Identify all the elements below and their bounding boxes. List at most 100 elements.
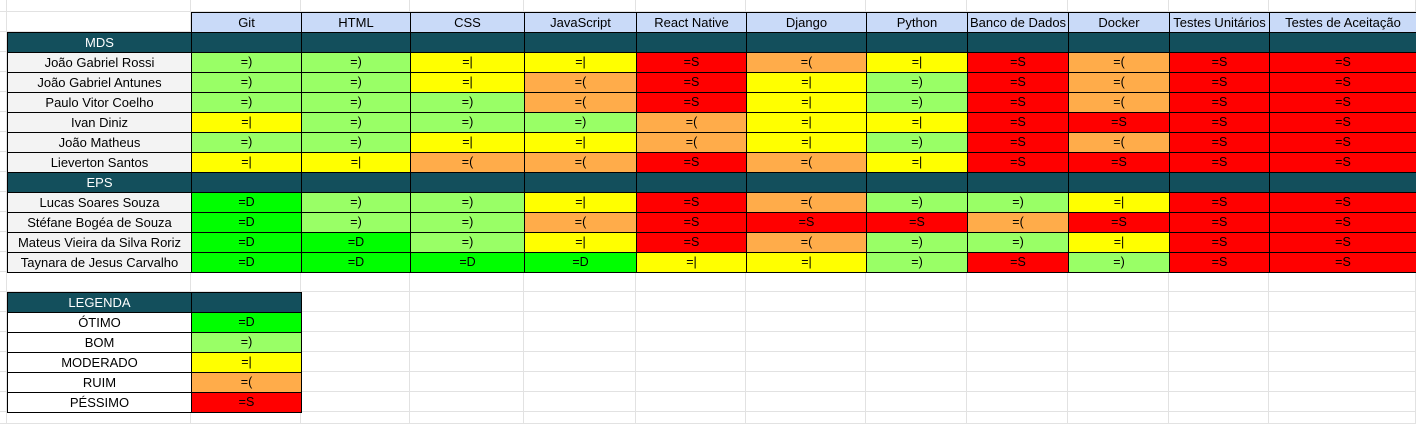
rating-cell[interactable]: =| xyxy=(524,192,637,213)
legend-label[interactable]: MODERADO xyxy=(7,352,192,373)
column-header[interactable]: Python xyxy=(866,12,968,33)
empty-cell[interactable] xyxy=(746,292,866,312)
column-header[interactable]: Git xyxy=(191,12,302,33)
member-name-cell[interactable]: Mateus Vieira da Silva Roriz xyxy=(7,232,192,253)
empty-cell[interactable] xyxy=(410,312,524,332)
group-band-cell[interactable] xyxy=(1169,172,1270,193)
rating-cell[interactable]: =S xyxy=(1169,252,1270,273)
empty-cell[interactable] xyxy=(1169,312,1269,332)
rating-cell[interactable]: =| xyxy=(746,252,867,273)
empty-cell[interactable] xyxy=(7,412,191,424)
rating-cell[interactable]: =( xyxy=(1068,52,1170,73)
empty-cell[interactable] xyxy=(636,0,746,12)
empty-cell[interactable] xyxy=(967,332,1068,352)
group-band-cell[interactable] xyxy=(866,32,968,53)
empty-cell[interactable] xyxy=(1269,292,1416,312)
empty-cell[interactable] xyxy=(301,272,410,292)
group-band-cell[interactable] xyxy=(746,32,867,53)
empty-cell[interactable] xyxy=(410,272,524,292)
rating-cell[interactable]: =| xyxy=(866,52,968,73)
empty-cell[interactable] xyxy=(1169,272,1269,292)
empty-cell[interactable] xyxy=(524,312,636,332)
legend-swatch[interactable]: =( xyxy=(191,372,302,393)
empty-cell[interactable] xyxy=(1169,332,1269,352)
empty-cell[interactable] xyxy=(746,332,866,352)
member-name-cell[interactable]: João Gabriel Antunes xyxy=(7,72,192,93)
empty-cell[interactable] xyxy=(746,412,866,424)
empty-cell[interactable] xyxy=(0,372,7,392)
rating-cell[interactable]: =( xyxy=(967,212,1069,233)
empty-cell[interactable] xyxy=(866,412,967,424)
empty-cell[interactable] xyxy=(0,272,7,292)
group-band-cell[interactable] xyxy=(410,32,525,53)
group-band-cell[interactable] xyxy=(636,32,747,53)
column-header[interactable]: CSS xyxy=(410,12,525,33)
rating-cell[interactable]: =S xyxy=(1169,92,1270,113)
rating-cell[interactable]: =S xyxy=(967,52,1069,73)
empty-cell[interactable] xyxy=(866,292,967,312)
rating-cell[interactable]: =| xyxy=(866,112,968,133)
rating-cell[interactable]: =S xyxy=(967,152,1069,173)
rating-cell[interactable]: =) xyxy=(301,72,411,93)
rating-cell[interactable]: =S xyxy=(1169,232,1270,253)
empty-cell[interactable] xyxy=(967,272,1068,292)
empty-cell[interactable] xyxy=(1269,392,1416,412)
empty-cell[interactable] xyxy=(524,392,636,412)
empty-cell[interactable] xyxy=(746,272,866,292)
rating-cell[interactable]: =S xyxy=(1068,112,1170,133)
rating-cell[interactable]: =| xyxy=(410,52,525,73)
rating-cell[interactable]: =( xyxy=(410,152,525,173)
group-band-cell[interactable] xyxy=(1068,32,1170,53)
empty-cell[interactable] xyxy=(524,332,636,352)
rating-cell[interactable]: =( xyxy=(746,52,867,73)
member-name-cell[interactable]: Stéfane Bogéa de Souza xyxy=(7,212,192,233)
rating-cell[interactable]: =( xyxy=(746,152,867,173)
rating-cell[interactable]: =| xyxy=(524,52,637,73)
rating-cell[interactable]: =) xyxy=(866,72,968,93)
empty-cell[interactable] xyxy=(0,412,7,424)
rating-cell[interactable]: =S xyxy=(866,212,968,233)
empty-cell[interactable] xyxy=(866,392,967,412)
legend-label[interactable]: RUIM xyxy=(7,372,192,393)
rating-cell[interactable]: =) xyxy=(301,52,411,73)
empty-cell[interactable] xyxy=(0,0,7,12)
empty-cell[interactable] xyxy=(866,352,967,372)
empty-cell[interactable] xyxy=(636,392,746,412)
rating-cell[interactable]: =) xyxy=(191,132,302,153)
rating-cell[interactable]: =) xyxy=(301,212,411,233)
rating-cell[interactable]: =S xyxy=(967,112,1069,133)
rating-cell[interactable]: =) xyxy=(301,112,411,133)
empty-cell[interactable] xyxy=(967,352,1068,372)
rating-cell[interactable]: =) xyxy=(301,92,411,113)
empty-cell[interactable] xyxy=(1068,332,1169,352)
group-band-cell[interactable] xyxy=(1269,172,1416,193)
rating-cell[interactable]: =| xyxy=(636,252,747,273)
rating-cell[interactable]: =D xyxy=(301,252,411,273)
empty-cell[interactable] xyxy=(524,272,636,292)
rating-cell[interactable]: =( xyxy=(524,152,637,173)
rating-cell[interactable]: =| xyxy=(191,112,302,133)
empty-cell[interactable] xyxy=(1169,372,1269,392)
empty-cell[interactable] xyxy=(0,192,7,212)
empty-cell[interactable] xyxy=(0,52,7,72)
member-name-cell[interactable]: Lieverton Santos xyxy=(7,152,192,173)
rating-cell[interactable]: =( xyxy=(524,212,637,233)
empty-cell[interactable] xyxy=(524,292,636,312)
column-header[interactable]: HTML xyxy=(301,12,411,33)
empty-cell[interactable] xyxy=(1269,0,1416,12)
empty-cell[interactable] xyxy=(0,172,7,192)
rating-cell[interactable]: =) xyxy=(524,112,637,133)
group-band-cell[interactable] xyxy=(191,172,302,193)
empty-cell[interactable] xyxy=(1269,332,1416,352)
empty-cell[interactable] xyxy=(1169,352,1269,372)
group-band-cell[interactable] xyxy=(191,32,302,53)
empty-cell[interactable] xyxy=(1068,392,1169,412)
legend-title[interactable]: LEGENDA xyxy=(7,292,192,313)
empty-cell[interactable] xyxy=(524,352,636,372)
empty-cell[interactable] xyxy=(1068,352,1169,372)
empty-cell[interactable] xyxy=(636,272,746,292)
empty-cell[interactable] xyxy=(301,292,410,312)
empty-cell[interactable] xyxy=(1169,392,1269,412)
column-header[interactable]: Docker xyxy=(1068,12,1170,33)
legend-swatch[interactable]: =S xyxy=(191,392,302,413)
